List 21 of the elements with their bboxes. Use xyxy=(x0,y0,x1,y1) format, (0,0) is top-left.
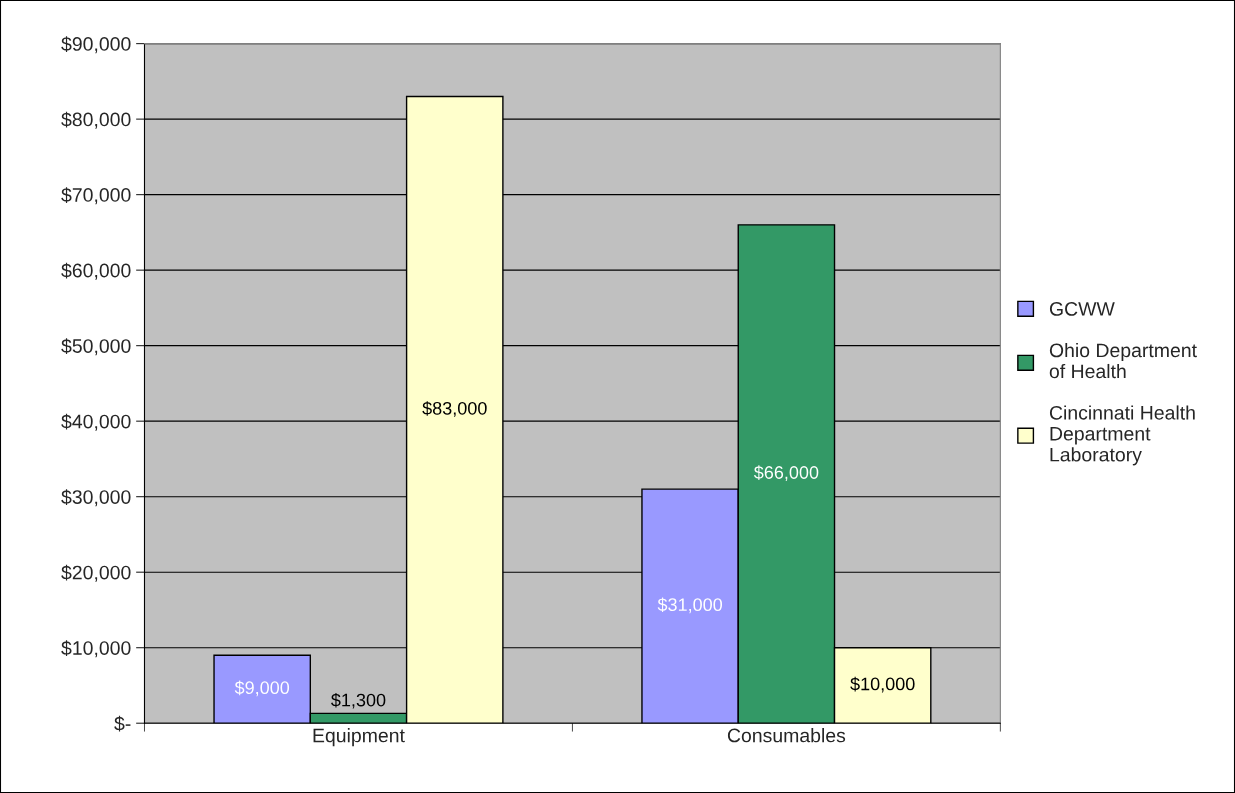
y-tick-label: $10,000 xyxy=(61,640,131,658)
y-tick-label: $80,000 xyxy=(61,111,131,129)
data-label: $10,000 xyxy=(850,676,915,693)
y-tick-label: $70,000 xyxy=(61,187,131,205)
legend-label: GCWW xyxy=(1049,302,1115,316)
y-tick-label: $20,000 xyxy=(61,564,131,582)
data-label: $31,000 xyxy=(657,597,723,614)
x-tick-label: Consumables xyxy=(727,728,846,743)
y-tick-label: $- xyxy=(114,715,131,732)
y-tick-label: $60,000 xyxy=(61,262,131,280)
y-tick-label: $30,000 xyxy=(61,489,131,507)
data-label: $1,300 xyxy=(331,692,386,709)
data-label: $83,000 xyxy=(422,401,487,417)
y-tick-label: $40,000 xyxy=(61,413,131,431)
data-label: $9,000 xyxy=(234,680,290,697)
x-tick-label: Equipment xyxy=(313,728,405,747)
legend-label: Cincinnati Health Department Laboratory xyxy=(1049,405,1195,466)
data-label: $66,000 xyxy=(753,465,819,482)
y-tick-label: $50,000 xyxy=(61,338,131,356)
y-tick-label: $90,000 xyxy=(61,36,131,54)
legend-label: Ohio Department of Health xyxy=(1049,342,1197,379)
